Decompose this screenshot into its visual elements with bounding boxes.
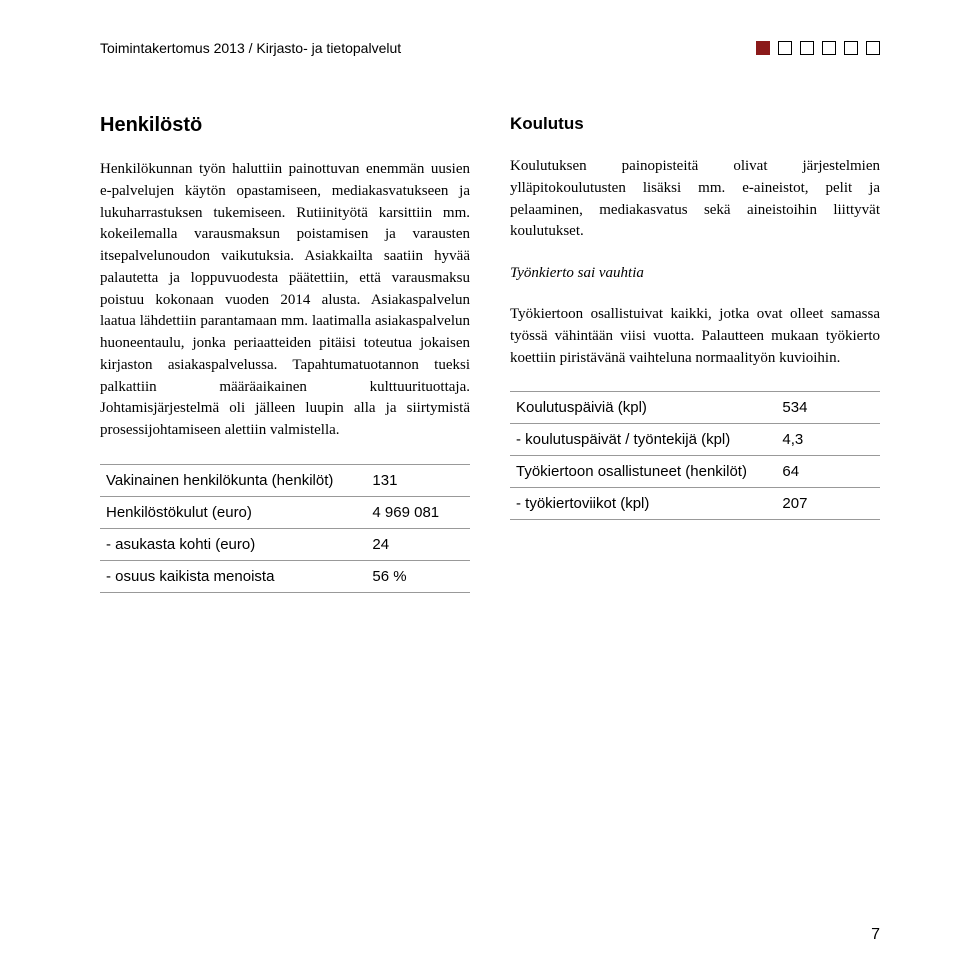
table-label: - työkiertoviikot (kpl) (510, 488, 776, 520)
right-table: Koulutuspäiviä (kpl) 534 - koulutuspäivä… (510, 391, 880, 520)
square (800, 41, 814, 55)
table-value: 56 % (366, 560, 470, 592)
table-value: 131 (366, 464, 470, 496)
table-label: - asukasta kohti (euro) (100, 528, 366, 560)
table-label: - osuus kaikista menoista (100, 560, 366, 592)
table-value: 207 (776, 488, 880, 520)
right-subhead: Työnkierto sai vauhtia (510, 265, 880, 282)
right-paragraph-2: Työkiertoon osallistuivat kaikki, jotka … (510, 304, 880, 369)
left-column: Henkilöstö Henkilökunnan työn haluttiin … (100, 114, 470, 593)
table-value: 4 969 081 (366, 496, 470, 528)
right-paragraph-1: Koulutuksen painopisteitä olivat järjest… (510, 156, 880, 243)
table-row: Vakinainen henkilökunta (henkilöt) 131 (100, 464, 470, 496)
page-header: Toimintakertomus 2013 / Kirjasto- ja tie… (100, 40, 880, 56)
table-value: 534 (776, 392, 880, 424)
header-title: Toimintakertomus 2013 / Kirjasto- ja tie… (100, 40, 401, 56)
table-row: - osuus kaikista menoista 56 % (100, 560, 470, 592)
square-active (756, 41, 770, 55)
table-row: Työkiertoon osallistuneet (henkilöt) 64 (510, 456, 880, 488)
left-heading: Henkilöstö (100, 114, 470, 137)
page-number: 7 (871, 926, 880, 944)
table-label: - koulutuspäivät / työntekijä (kpl) (510, 424, 776, 456)
square (822, 41, 836, 55)
table-value: 64 (776, 456, 880, 488)
left-paragraph: Henkilökunnan työn haluttiin painottuvan… (100, 159, 470, 442)
right-column: Koulutus Koulutuksen painopisteitä oliva… (510, 114, 880, 593)
left-table: Vakinainen henkilökunta (henkilöt) 131 H… (100, 464, 470, 593)
table-label: Henkilöstökulut (euro) (100, 496, 366, 528)
table-row: - koulutuspäivät / työntekijä (kpl) 4,3 (510, 424, 880, 456)
right-heading: Koulutus (510, 114, 880, 134)
table-value: 4,3 (776, 424, 880, 456)
table-row: - asukasta kohti (euro) 24 (100, 528, 470, 560)
square (778, 41, 792, 55)
table-label: Koulutuspäiviä (kpl) (510, 392, 776, 424)
square (866, 41, 880, 55)
table-row: Henkilöstökulut (euro) 4 969 081 (100, 496, 470, 528)
header-squares (756, 41, 880, 55)
table-value: 24 (366, 528, 470, 560)
table-row: Koulutuspäiviä (kpl) 534 (510, 392, 880, 424)
content-columns: Henkilöstö Henkilökunnan työn haluttiin … (100, 114, 880, 593)
square (844, 41, 858, 55)
table-label: Vakinainen henkilökunta (henkilöt) (100, 464, 366, 496)
table-label: Työkiertoon osallistuneet (henkilöt) (510, 456, 776, 488)
table-row: - työkiertoviikot (kpl) 207 (510, 488, 880, 520)
